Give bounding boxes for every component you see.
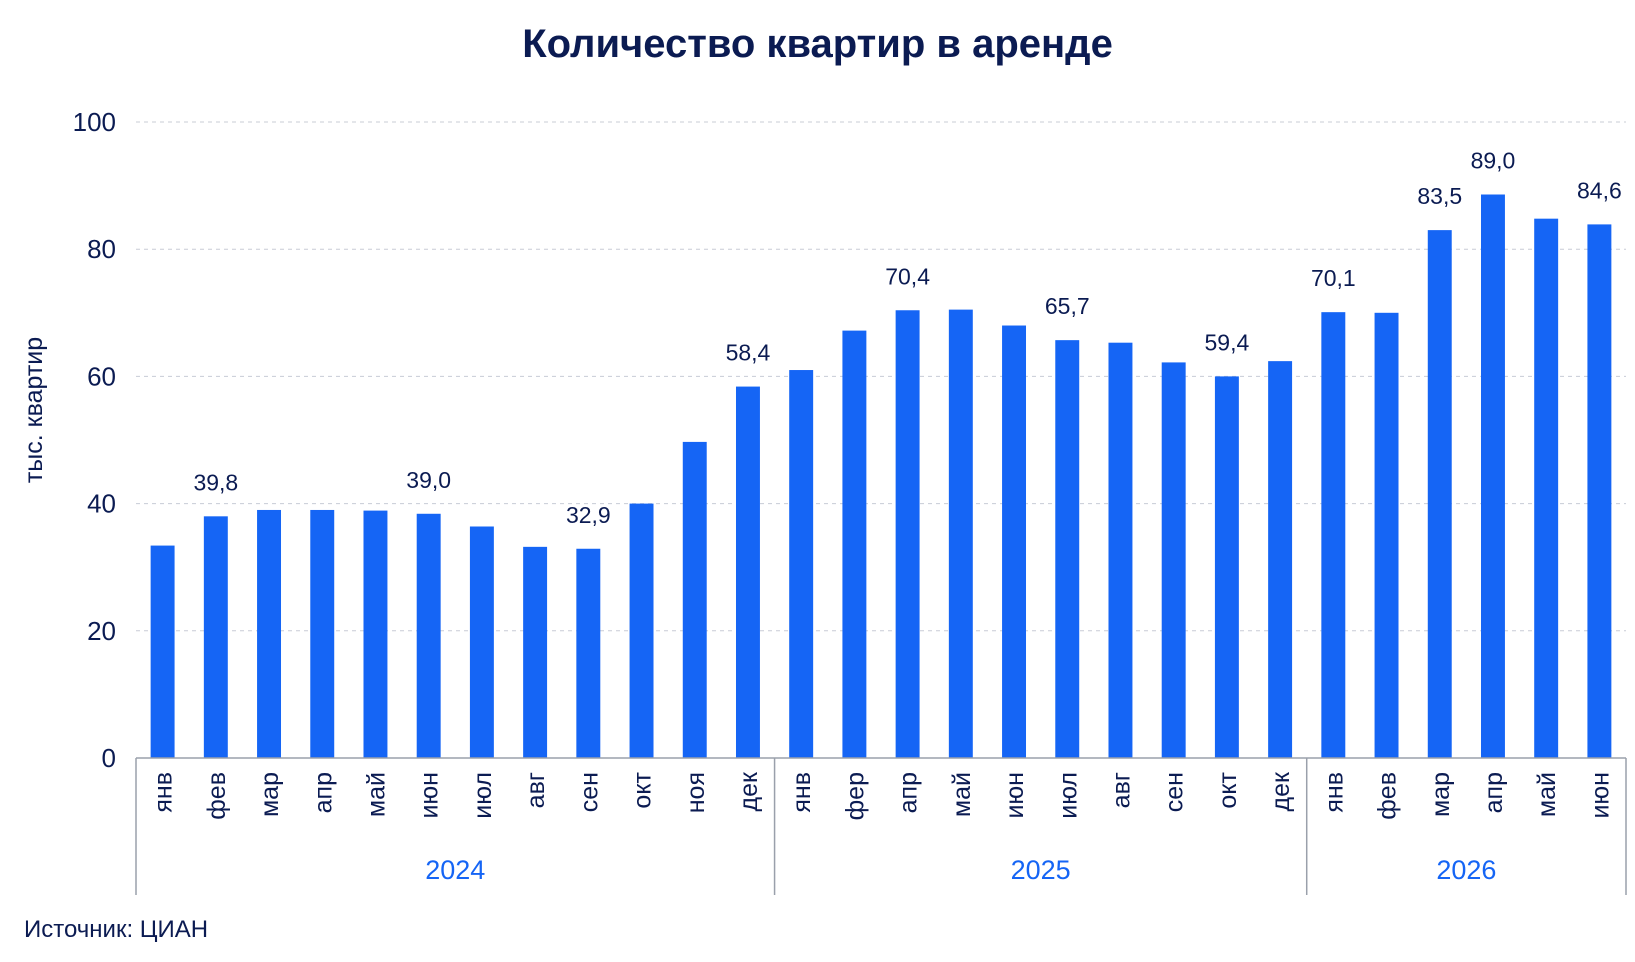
x-tick-label: мар (256, 772, 284, 817)
x-tick-label: сен (575, 772, 603, 812)
x-tick-label: апр (1480, 772, 1508, 813)
x-tick-label: май (362, 772, 390, 817)
x-tick-label: дек (1267, 771, 1295, 811)
bar (1587, 224, 1612, 758)
x-tick-label: дек (735, 771, 763, 811)
bar (1002, 325, 1027, 758)
bar (203, 516, 228, 758)
data-label: 58,4 (726, 340, 771, 366)
x-tick-label: окт (1214, 771, 1242, 808)
x-tick-label: янв (788, 772, 816, 813)
data-label: 89,0 (1471, 148, 1516, 174)
bar (469, 526, 494, 758)
x-tick-label: июл (469, 772, 497, 819)
x-tick-label: сен (1161, 772, 1189, 812)
y-axis-ticks: 0 20 40 60 80 100 (73, 107, 116, 773)
x-tick-label: апр (895, 772, 923, 813)
data-label: 39,8 (193, 469, 238, 495)
x-tick-label: фев (1374, 772, 1402, 820)
year-label: 2024 (425, 855, 485, 885)
data-label: 70,4 (885, 263, 930, 289)
bar (1427, 230, 1452, 758)
y-tick-label: 20 (87, 616, 116, 646)
bar (257, 509, 282, 758)
year-label: 2025 (1011, 855, 1071, 885)
y-tick-label: 0 (102, 743, 116, 773)
x-tick-label: окт (629, 771, 657, 808)
bar (1268, 361, 1293, 758)
data-label: 70,1 (1311, 265, 1356, 291)
x-tick-label: янв (150, 772, 178, 813)
data-label: 39,0 (406, 467, 451, 493)
data-labels: 39,8 39,0 32,9 58,4 70,4 65,7 59,4 70,1 83,5 89,0… (193, 148, 1621, 528)
x-tick-label: мар (1427, 772, 1455, 817)
y-axis-title: тыс. квартир (20, 337, 48, 483)
bar (150, 545, 175, 758)
bar (310, 509, 335, 758)
x-tick-label: июл (1054, 772, 1082, 819)
year-label: 2026 (1436, 855, 1496, 885)
bar (1055, 340, 1080, 758)
bar (1214, 376, 1239, 758)
bar (948, 309, 973, 758)
bar (789, 370, 814, 758)
bar (416, 513, 441, 758)
source-note: Источник: ЦИАН (24, 916, 209, 943)
bar (1534, 218, 1559, 758)
x-tick-label: апр (309, 772, 337, 813)
bar (629, 503, 654, 758)
bar (1108, 342, 1133, 758)
bar (735, 386, 760, 758)
x-tick-label: янв (1320, 772, 1348, 813)
data-label: 32,9 (566, 502, 611, 528)
bar (1374, 312, 1399, 758)
x-tick-label: июн (1586, 772, 1614, 819)
grid-lines (136, 121, 1626, 632)
data-label: 65,7 (1045, 293, 1090, 319)
y-tick-label: 100 (73, 107, 116, 137)
x-tick-label: фев (203, 772, 231, 820)
data-label: 59,4 (1205, 329, 1250, 355)
data-label: 83,5 (1417, 183, 1462, 209)
bar (842, 330, 867, 758)
x-tick-label: май (948, 772, 976, 817)
y-tick-label: 80 (87, 234, 116, 264)
bar (1161, 362, 1186, 758)
x-tick-label: авг (522, 772, 550, 808)
x-tick-label: июн (416, 772, 444, 819)
y-tick-label: 40 (87, 489, 116, 519)
bars (150, 194, 1612, 758)
y-tick-label: 60 (87, 361, 116, 391)
x-tick-label: фер (841, 772, 869, 820)
bar (895, 310, 920, 758)
bar (682, 441, 707, 758)
x-tick-label: авг (1107, 772, 1135, 808)
x-axis: янв фев мар апр май июн июл авг сен окт ноя дек янв ф… (135, 757, 1627, 895)
bar (1480, 194, 1505, 758)
bar (576, 548, 601, 758)
bar (363, 510, 388, 758)
x-tick-label: июн (1001, 772, 1029, 819)
data-label: 84,6 (1577, 177, 1622, 203)
bar (523, 546, 548, 758)
x-tick-label: ноя (682, 772, 710, 813)
x-tick-label: май (1533, 772, 1561, 817)
chart-title: Количество квартир в аренде (522, 22, 1113, 66)
bar (1321, 312, 1346, 758)
